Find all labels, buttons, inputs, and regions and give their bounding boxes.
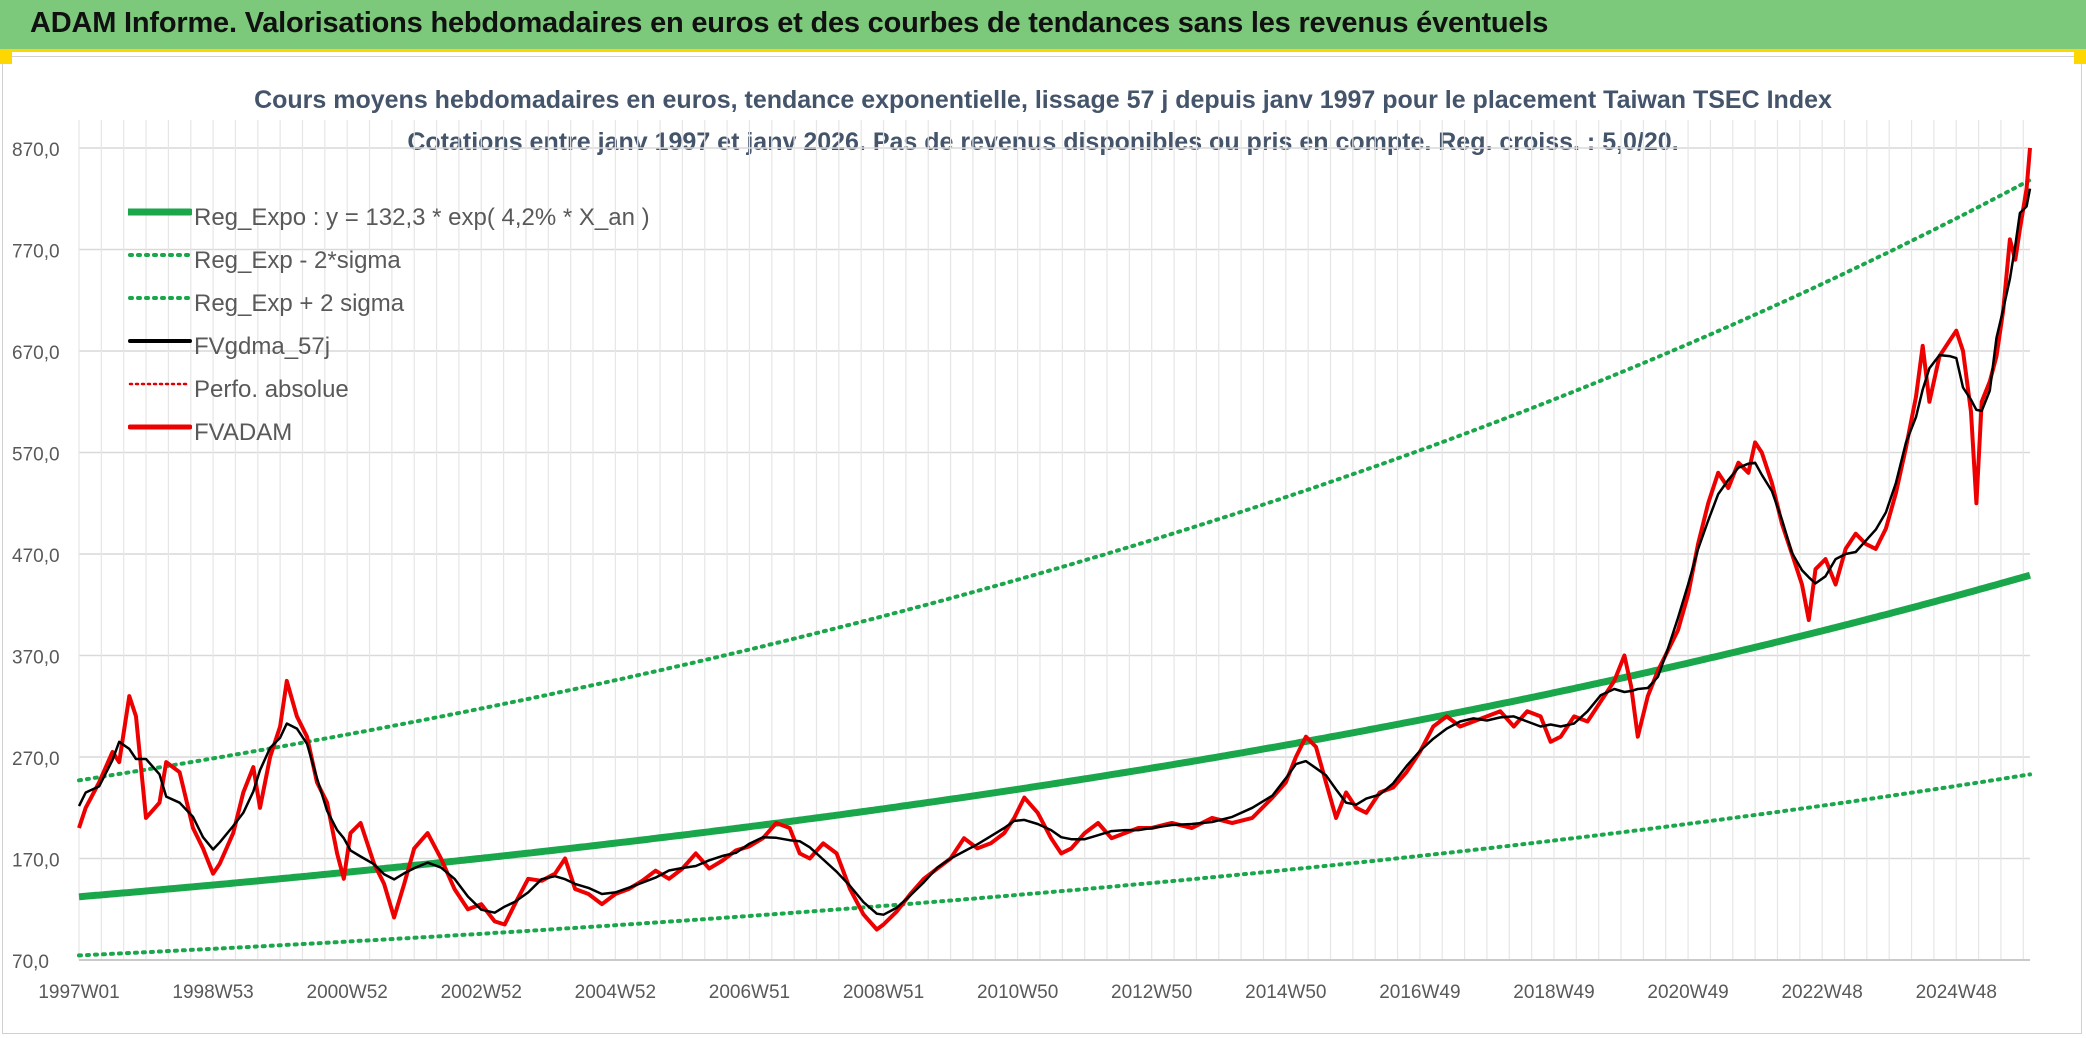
x-tick-label: 2000W52 [307, 982, 388, 1003]
y-tick-label: 170,0 [12, 851, 60, 872]
x-tick-label: 2016W49 [1379, 982, 1460, 1003]
legend-item: Reg_Expo : y = 132,3 * exp( 4,2% * X_an … [128, 200, 688, 243]
legend-item: Perfo. absolue [128, 372, 688, 415]
x-tick-label: 2004W52 [575, 982, 656, 1003]
y-tick-label: 570,0 [12, 445, 60, 466]
chart-title: Cours moyens hebdomadaires en euros, ten… [254, 86, 1832, 114]
legend-label: Reg_Exp - 2*sigma [194, 247, 401, 274]
legend-swatch [128, 296, 192, 300]
series-reg-exp-plus-2sigma [77, 178, 2032, 783]
report-title: ADAM Informe. Valorisations hebdomadaire… [30, 7, 1549, 39]
x-tick-label: 2014W50 [1245, 982, 1326, 1003]
chart-subtitle: Cotations entre janv 1997 et janv 2026. … [407, 128, 1679, 156]
x-tick-label: 2008W51 [843, 982, 924, 1003]
y-tick-label: 70,0 [12, 952, 49, 973]
x-tick-label: 1998W53 [172, 982, 253, 1003]
corner-mark [2074, 52, 2086, 64]
legend-label: FVgdma_57j [194, 333, 331, 360]
legend-item: Reg_Exp + 2 sigma [128, 286, 688, 329]
x-tick-label: 2022W48 [1781, 982, 1862, 1003]
series-reg-expo [78, 571, 2031, 901]
legend-swatch [128, 253, 192, 257]
y-tick-label: 770,0 [12, 242, 60, 263]
legend-label: Reg_Expo : y = 132,3 * exp( 4,2% * X_an … [194, 204, 650, 231]
y-tick-label: 670,0 [12, 343, 60, 364]
y-tick-label: 270,0 [12, 749, 60, 770]
legend-item: FVgdma_57j [128, 329, 688, 372]
y-tick-label: 870,0 [12, 140, 60, 161]
x-tick-label: 2002W52 [441, 982, 522, 1003]
legend-swatch [128, 424, 192, 430]
header-bar: ADAM Informe. Valorisations hebdomadaire… [0, 0, 2086, 52]
x-tick-label: 1997W01 [38, 982, 119, 1003]
x-tick-label: 2006W51 [709, 982, 790, 1003]
legend-item: FVADAM [128, 415, 688, 458]
legend-label: FVADAM [194, 419, 293, 446]
y-tick-label: 470,0 [12, 546, 60, 567]
chart-frame [2, 56, 2082, 1034]
legend-swatch [128, 208, 192, 216]
y-tick-label: 370,0 [12, 648, 60, 669]
x-tick-label: 2020W49 [1647, 982, 1728, 1003]
x-tick-label: 2018W49 [1513, 982, 1594, 1003]
series-fvadam [77, 147, 2032, 932]
legend-item: Reg_Exp - 2*sigma [128, 243, 688, 286]
legend-label: Reg_Exp + 2 sigma [194, 290, 405, 317]
series-fvgdma-57j [77, 188, 2032, 916]
x-tick-label: 2012W50 [1111, 982, 1192, 1003]
legend-swatch [128, 339, 192, 343]
x-tick-label: 2010W50 [977, 982, 1058, 1003]
corner-mark [0, 52, 12, 64]
chart-legend: Reg_Expo : y = 132,3 * exp( 4,2% * X_an … [128, 200, 688, 458]
legend-swatch [128, 382, 192, 386]
series-reg-exp-minus-2sigma [77, 772, 2032, 958]
legend-label: Perfo. absolue [194, 376, 349, 403]
x-tick-label: 2024W48 [1916, 982, 1997, 1003]
